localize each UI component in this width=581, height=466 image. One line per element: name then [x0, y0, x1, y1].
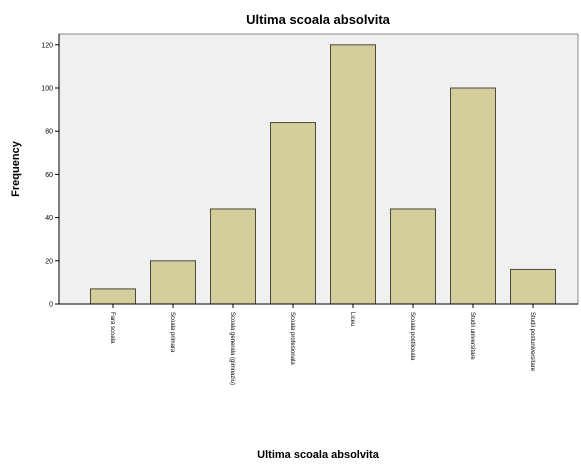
x-tick-label: Studii universitare [469, 312, 475, 360]
x-tick-label: Scoala profesionala [289, 312, 295, 365]
bar [510, 268, 556, 305]
bars [90, 44, 556, 305]
bar [330, 44, 376, 305]
y-tick-label: 40 [45, 215, 53, 222]
y-tick-label: 20 [45, 258, 53, 265]
y-tick-label: 60 [45, 172, 53, 179]
y-tick-label: 100 [41, 86, 53, 93]
bar [390, 208, 436, 305]
y-axis-title: Frequency [10, 140, 22, 197]
bar [150, 260, 196, 305]
y-tick-label: 0 [49, 302, 53, 309]
y-tick-label: 80 [45, 129, 53, 136]
y-tick-label: 120 [41, 42, 53, 49]
x-axis: Fara scoala Scoala primara Scoala generala… [59, 303, 578, 385]
x-tick-label: Scoala primara [169, 312, 175, 353]
chart-title: Ultima scoala absolvita [246, 12, 391, 27]
x-tick-label: Liceu [349, 312, 355, 326]
x-tick-label: Fara scoala [109, 312, 115, 344]
bar [270, 122, 316, 305]
bar [210, 208, 256, 305]
bar [90, 288, 136, 305]
y-axis: 0 20 40 60 80 100 120 [41, 34, 60, 309]
x-tick-label: Scoala postliceala [409, 312, 415, 361]
plot-area [58, 33, 579, 305]
bar [450, 87, 496, 305]
x-tick-label: Studii postuniversitare [529, 312, 535, 372]
x-axis-title: Ultima scoala absolvita [257, 449, 380, 461]
x-tick-label: Scoala generala (gimnaziu) [229, 312, 235, 385]
